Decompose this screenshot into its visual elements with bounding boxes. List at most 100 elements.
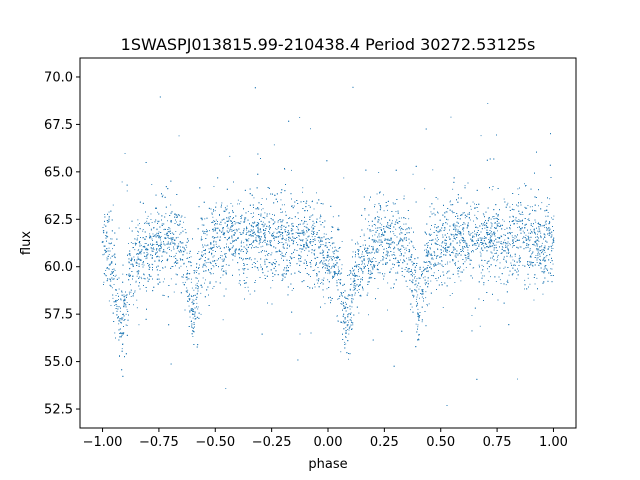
data-point	[136, 275, 138, 277]
data-point	[339, 279, 341, 281]
data-point	[504, 239, 506, 241]
data-point	[143, 264, 145, 266]
data-point	[364, 209, 366, 211]
data-point	[212, 273, 214, 275]
data-point	[520, 261, 521, 262]
data-point	[378, 249, 380, 251]
data-point	[104, 214, 106, 215]
data-point	[502, 247, 504, 248]
data-point	[422, 266, 424, 268]
data-point	[460, 239, 462, 241]
data-point	[370, 273, 372, 275]
data-point	[162, 267, 164, 268]
data-point	[296, 242, 297, 243]
data-point	[292, 229, 294, 231]
data-point	[227, 227, 229, 229]
data-point	[248, 290, 249, 292]
data-point	[535, 245, 537, 247]
data-point	[373, 264, 375, 266]
data-point	[490, 222, 492, 224]
data-point	[260, 246, 262, 248]
data-point	[491, 189, 493, 191]
data-point	[408, 218, 410, 220]
data-point	[204, 282, 205, 284]
data-point	[135, 281, 137, 283]
data-point	[374, 234, 376, 236]
data-point	[544, 226, 546, 228]
data-point	[440, 253, 442, 255]
data-point	[140, 276, 142, 278]
data-point	[126, 309, 128, 311]
data-point	[377, 263, 379, 265]
data-point	[464, 217, 466, 219]
data-point	[259, 239, 261, 241]
data-point	[145, 258, 147, 260]
data-point	[303, 226, 305, 227]
data-point	[407, 268, 409, 270]
data-point	[395, 228, 397, 230]
data-point	[399, 255, 401, 257]
data-point	[129, 227, 130, 229]
data-point	[226, 205, 228, 207]
data-point	[175, 231, 177, 232]
data-point	[543, 270, 545, 272]
data-point	[480, 135, 482, 137]
data-point	[172, 266, 174, 267]
data-point	[426, 252, 428, 254]
data-point	[367, 249, 369, 251]
data-point	[395, 211, 397, 212]
data-point	[427, 270, 429, 272]
data-point	[492, 233, 494, 235]
data-point	[435, 258, 437, 259]
data-point	[545, 256, 547, 258]
data-point	[454, 255, 456, 257]
data-point	[174, 244, 176, 246]
data-point	[319, 220, 321, 222]
data-point	[123, 294, 125, 296]
data-point	[519, 226, 520, 228]
data-point	[288, 233, 290, 235]
data-point	[174, 214, 176, 215]
data-point	[155, 252, 157, 254]
data-point	[445, 211, 447, 213]
data-point	[508, 252, 510, 253]
data-point	[281, 255, 283, 257]
data-point	[404, 261, 406, 262]
data-point	[234, 223, 236, 225]
data-point	[230, 203, 232, 204]
data-point	[158, 245, 159, 247]
data-point	[264, 274, 266, 276]
data-point	[411, 306, 413, 308]
data-points	[101, 86, 555, 406]
data-point	[285, 242, 287, 244]
data-point	[280, 219, 282, 221]
data-point	[147, 245, 149, 246]
data-point	[361, 286, 363, 288]
data-point	[532, 252, 533, 254]
data-point	[475, 224, 476, 226]
data-point	[103, 253, 105, 255]
data-point	[152, 233, 154, 235]
data-point	[189, 316, 191, 318]
data-point	[491, 231, 492, 232]
data-point	[182, 282, 184, 284]
data-point	[345, 343, 347, 345]
data-point	[487, 103, 489, 104]
data-point	[512, 204, 513, 205]
data-point	[478, 235, 479, 236]
data-point	[497, 225, 499, 227]
data-point	[531, 206, 533, 208]
data-point	[397, 272, 399, 274]
data-point	[311, 233, 312, 235]
data-point	[170, 243, 172, 245]
data-point	[393, 251, 395, 253]
data-point	[113, 254, 115, 256]
data-point	[329, 273, 331, 275]
data-point	[271, 252, 273, 254]
data-point	[464, 185, 466, 187]
data-point	[501, 246, 503, 247]
data-point	[142, 230, 144, 232]
data-point	[462, 250, 463, 251]
data-point	[281, 221, 283, 223]
data-point	[494, 222, 496, 223]
